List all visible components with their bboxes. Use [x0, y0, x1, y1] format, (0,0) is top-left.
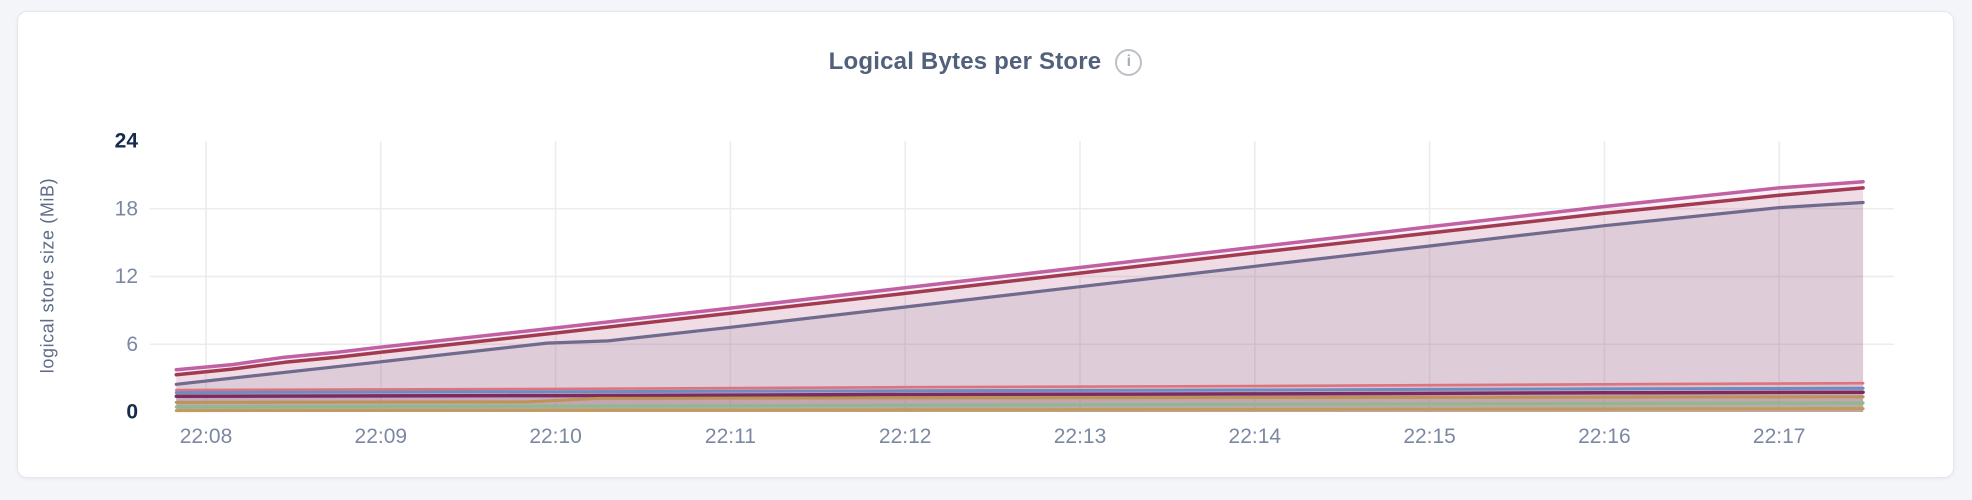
chart-title: Logical Bytes per Store: [828, 48, 1102, 75]
series-3-slate-fill: [176, 202, 1864, 412]
x-tick-label: 22:10: [529, 425, 582, 448]
series-8-green-line: [174, 401, 1865, 409]
info-icon-glyph: i: [1126, 53, 1132, 70]
x-tick-label: 22:17: [1753, 425, 1806, 448]
x-tick-label: 22:16: [1578, 425, 1631, 448]
x-tick-label: 22:08: [180, 425, 233, 448]
metric-chart-card: [17, 11, 1954, 478]
series-5-blue-line: [174, 386, 1865, 395]
x-tick-label: 22:11: [705, 425, 756, 448]
x-tick-label: 22:09: [355, 425, 408, 448]
series-4-salmon-line: [175, 381, 1865, 392]
y-tick-label: 0: [126, 401, 138, 424]
y-tick-label: 12: [115, 265, 138, 288]
y-tick-label: 24: [115, 130, 139, 153]
series-7-tan-line: [174, 395, 1865, 404]
x-tick-label: 22:12: [879, 425, 932, 448]
series-6-plum-line: [174, 390, 1865, 398]
series-1-magenta-line: [174, 179, 1865, 372]
y-tick-label: 6: [126, 333, 138, 356]
series-1-magenta-fill: [176, 181, 1864, 412]
series-9-tan-line: [174, 407, 1865, 413]
chart-header: Logical Bytes per Store i: [17, 40, 1954, 84]
series-3-slate-line: [174, 200, 1865, 386]
x-tick-label: 22:14: [1229, 425, 1282, 448]
series-2-crimson-line: [174, 186, 1865, 377]
info-circle-icon[interactable]: i: [1115, 48, 1143, 76]
x-tick-label: 22:15: [1403, 425, 1456, 448]
x-tick-label: 22:13: [1054, 425, 1107, 448]
y-axis-title: logical store size (MiB): [37, 177, 58, 374]
y-tick-label: 18: [115, 197, 138, 220]
